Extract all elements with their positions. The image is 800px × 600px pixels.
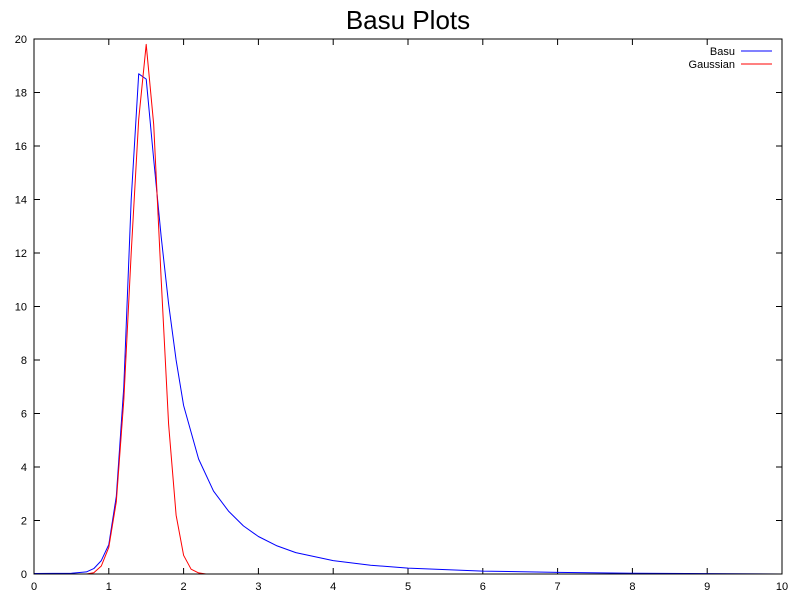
x-tick-label: 6 (480, 581, 486, 593)
y-tick-label: 10 (15, 302, 27, 314)
x-tick-label: 9 (704, 581, 710, 593)
x-tick-label: 8 (629, 581, 635, 593)
series-lines (33, 43, 783, 575)
legend-label-gaussian: Gaussian (689, 59, 735, 71)
x-tick-label: 7 (555, 581, 561, 593)
legend-label-basu: Basu (710, 46, 735, 58)
y-tick-label: 18 (15, 88, 27, 100)
x-tick-label: 2 (181, 581, 187, 593)
x-tick-label: 0 (31, 581, 37, 593)
y-tick-label: 0 (21, 569, 27, 581)
y-tick-label: 12 (15, 248, 27, 260)
chart-title: Basu Plots (346, 5, 470, 35)
series-line-gaussian (34, 43, 782, 575)
y-tick-label: 2 (21, 516, 27, 528)
x-tick-label: 3 (255, 581, 261, 593)
series-line-basu (33, 73, 783, 575)
x-tick-label: 1 (106, 581, 112, 593)
y-tick-label: 14 (15, 195, 27, 207)
y-tick-label: 20 (15, 34, 27, 46)
x-tick-label: 10 (776, 581, 788, 593)
legend: Basu Gaussian (689, 46, 772, 71)
plot-border (33, 38, 783, 575)
x-tick-label: 5 (405, 581, 411, 593)
y-tick-label: 6 (21, 409, 27, 421)
y-tick-label: 16 (15, 141, 27, 153)
y-tick-label: 8 (21, 355, 27, 367)
x-tick-label: 4 (330, 581, 336, 593)
y-tick-label: 4 (21, 462, 27, 474)
